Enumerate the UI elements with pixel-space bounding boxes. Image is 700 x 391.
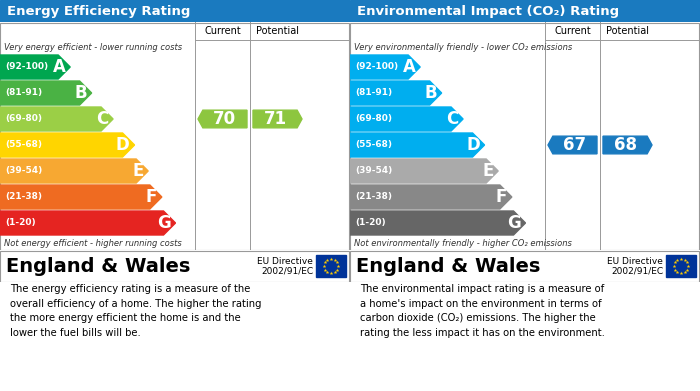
- Text: (81-91): (81-91): [5, 88, 42, 97]
- Polygon shape: [350, 107, 463, 131]
- Text: (81-91): (81-91): [355, 88, 392, 97]
- Text: Very energy efficient - lower running costs: Very energy efficient - lower running co…: [4, 43, 182, 52]
- Text: (39-54): (39-54): [355, 167, 392, 176]
- Text: 68: 68: [614, 136, 637, 154]
- Text: (1-20): (1-20): [5, 219, 36, 228]
- Text: EU Directive: EU Directive: [257, 257, 313, 266]
- Text: Very environmentally friendly - lower CO₂ emissions: Very environmentally friendly - lower CO…: [354, 43, 573, 52]
- Polygon shape: [548, 136, 597, 154]
- Text: (21-38): (21-38): [355, 192, 392, 201]
- Polygon shape: [350, 81, 442, 105]
- Text: (55-68): (55-68): [355, 140, 392, 149]
- Text: B: B: [74, 84, 87, 102]
- Text: Energy Efficiency Rating: Energy Efficiency Rating: [7, 5, 190, 18]
- Text: Current: Current: [204, 26, 241, 36]
- Text: The energy efficiency rating is a measure of the
overall efficiency of a home. T: The energy efficiency rating is a measur…: [10, 284, 262, 337]
- Polygon shape: [350, 211, 526, 235]
- Text: England & Wales: England & Wales: [6, 256, 190, 276]
- Text: 67: 67: [563, 136, 586, 154]
- Text: G: G: [157, 214, 171, 232]
- Text: 71: 71: [264, 110, 287, 128]
- Polygon shape: [0, 133, 134, 157]
- Text: 70: 70: [213, 110, 236, 128]
- Polygon shape: [0, 107, 113, 131]
- Polygon shape: [0, 55, 70, 79]
- Text: Potential: Potential: [606, 26, 649, 36]
- Text: D: D: [466, 136, 480, 154]
- Polygon shape: [0, 211, 176, 235]
- Bar: [666, 255, 696, 277]
- Polygon shape: [603, 136, 652, 154]
- Text: 2002/91/EC: 2002/91/EC: [611, 266, 663, 275]
- Text: G: G: [507, 214, 521, 232]
- Text: F: F: [496, 188, 507, 206]
- Text: (55-68): (55-68): [5, 140, 42, 149]
- Text: EU Directive: EU Directive: [607, 257, 663, 266]
- Bar: [316, 255, 346, 277]
- Text: A: A: [52, 58, 65, 76]
- Text: C: C: [446, 110, 459, 128]
- Polygon shape: [0, 159, 148, 183]
- Text: E: E: [132, 162, 144, 180]
- Text: C: C: [96, 110, 108, 128]
- Text: (69-80): (69-80): [5, 115, 42, 124]
- Text: Environmental Impact (CO₂) Rating: Environmental Impact (CO₂) Rating: [357, 5, 619, 18]
- Text: (92-100): (92-100): [5, 63, 48, 72]
- Text: (92-100): (92-100): [355, 63, 398, 72]
- Text: A: A: [402, 58, 415, 76]
- Polygon shape: [0, 81, 92, 105]
- Text: B: B: [424, 84, 437, 102]
- Text: England & Wales: England & Wales: [356, 256, 540, 276]
- Text: Current: Current: [554, 26, 591, 36]
- Text: The environmental impact rating is a measure of
a home's impact on the environme: The environmental impact rating is a mea…: [360, 284, 606, 337]
- Text: D: D: [116, 136, 130, 154]
- Polygon shape: [198, 110, 247, 128]
- Polygon shape: [350, 185, 512, 209]
- Text: (1-20): (1-20): [355, 219, 386, 228]
- Text: F: F: [146, 188, 157, 206]
- Text: (39-54): (39-54): [5, 167, 42, 176]
- Text: Not environmentally friendly - higher CO₂ emissions: Not environmentally friendly - higher CO…: [354, 239, 572, 248]
- Polygon shape: [350, 159, 498, 183]
- Text: 2002/91/EC: 2002/91/EC: [261, 266, 313, 275]
- Polygon shape: [350, 133, 484, 157]
- Text: Not energy efficient - higher running costs: Not energy efficient - higher running co…: [4, 239, 182, 248]
- Text: Potential: Potential: [256, 26, 299, 36]
- Text: (69-80): (69-80): [355, 115, 392, 124]
- Polygon shape: [350, 55, 420, 79]
- Text: E: E: [482, 162, 493, 180]
- Polygon shape: [253, 110, 302, 128]
- Text: (21-38): (21-38): [5, 192, 42, 201]
- Polygon shape: [0, 185, 162, 209]
